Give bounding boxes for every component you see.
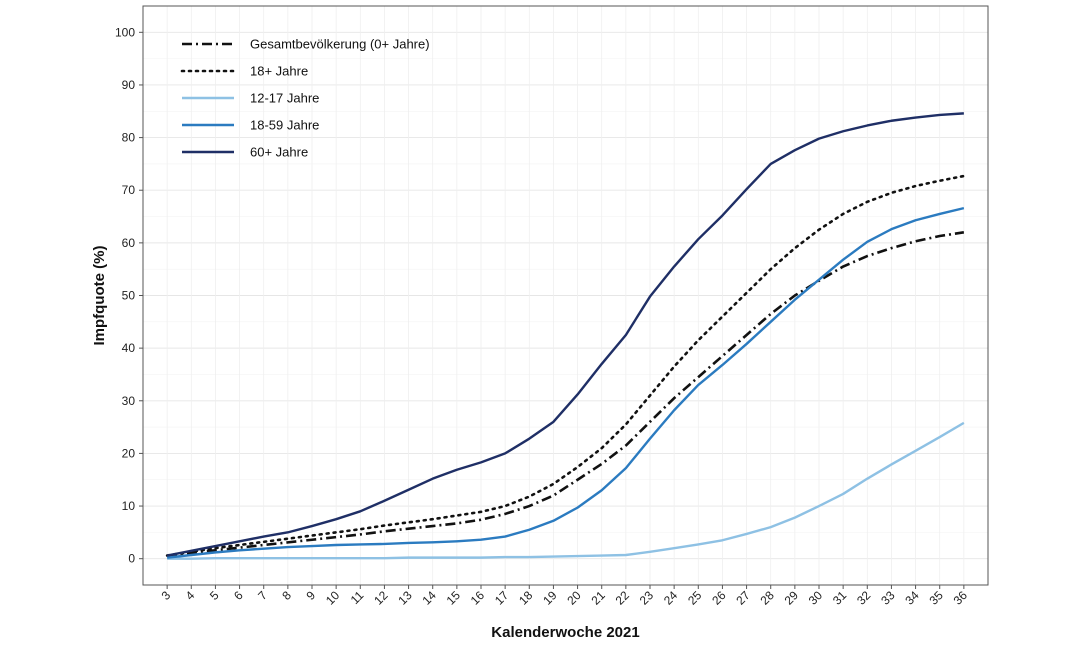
y-tick-label: 100 bbox=[115, 25, 135, 39]
y-tick-label: 80 bbox=[122, 131, 136, 145]
x-tick-label: 6 bbox=[231, 588, 246, 603]
x-tick-label: 23 bbox=[637, 588, 657, 608]
x-tick-label: 5 bbox=[207, 588, 222, 603]
x-tick-label: 31 bbox=[830, 588, 850, 608]
legend-label: 12-17 Jahre bbox=[250, 91, 319, 106]
series-line-4 bbox=[166, 112, 964, 557]
legend-label: Gesamtbevölkerung (0+ Jahre) bbox=[250, 37, 430, 52]
x-tick-label: 16 bbox=[468, 588, 488, 608]
legend-label: 18-59 Jahre bbox=[250, 118, 319, 133]
x-tick-label: 3 bbox=[159, 588, 174, 603]
x-tick-label: 28 bbox=[757, 588, 777, 608]
y-tick-label: 10 bbox=[122, 499, 136, 513]
y-axis: 0 10 20 30 40 50 60 70 80 90 100 bbox=[115, 25, 143, 566]
x-tick-label: 25 bbox=[685, 588, 705, 608]
x-tick-label: 10 bbox=[323, 588, 343, 608]
legend-label: 18+ Jahre bbox=[250, 64, 308, 79]
y-tick-label: 40 bbox=[122, 341, 136, 355]
series-lines bbox=[165, 112, 966, 560]
x-tick-label: 11 bbox=[348, 588, 367, 607]
y-tick-label: 90 bbox=[122, 78, 136, 92]
x-tick-label: 35 bbox=[926, 588, 946, 608]
x-tick-label: 15 bbox=[444, 588, 464, 608]
series-line-1 bbox=[165, 174, 966, 557]
x-tick-label: 29 bbox=[782, 588, 802, 608]
series-line-0 bbox=[166, 231, 965, 558]
x-tick-label: 22 bbox=[613, 588, 633, 608]
x-tick-label: 30 bbox=[806, 588, 826, 608]
legend: Gesamtbevölkerung (0+ Jahre) 18+ Jahre 12-… bbox=[180, 37, 430, 160]
y-tick-label: 0 bbox=[128, 552, 135, 566]
y-tick-label: 60 bbox=[122, 236, 136, 250]
x-tick-label: 33 bbox=[878, 588, 898, 608]
x-tick-label: 27 bbox=[733, 588, 753, 608]
x-tick-label: 34 bbox=[902, 588, 922, 608]
x-tick-label: 8 bbox=[279, 588, 294, 603]
series-line-3 bbox=[167, 206, 965, 559]
legend-label: 60+ Jahre bbox=[250, 145, 308, 160]
x-tick-label: 17 bbox=[492, 588, 512, 608]
y-tick-label: 70 bbox=[122, 183, 136, 197]
y-tick-label: 20 bbox=[122, 446, 136, 460]
x-tick-label: 26 bbox=[709, 588, 729, 608]
x-tick-label: 4 bbox=[183, 588, 198, 603]
x-tick-label: 9 bbox=[303, 588, 318, 603]
x-tick-label: 7 bbox=[255, 588, 270, 603]
x-axis: 3 4 5 6 7 8 9 10 11 12 13 14 15 16 17 18 19 20 21 22 23 24 25 2… bbox=[159, 585, 971, 608]
y-axis-title: Impfquote (%) bbox=[91, 246, 108, 346]
x-axis-title: Kalenderwoche 2021 bbox=[491, 624, 639, 641]
x-tick-label: 19 bbox=[540, 588, 560, 608]
x-tick-label: 13 bbox=[395, 588, 415, 608]
y-tick-label: 30 bbox=[122, 394, 136, 408]
x-tick-label: 12 bbox=[371, 588, 391, 608]
y-tick-label: 50 bbox=[122, 289, 136, 303]
x-tick-label: 20 bbox=[564, 588, 584, 608]
x-tick-label: 32 bbox=[854, 588, 874, 608]
x-tick-label: 21 bbox=[588, 588, 608, 608]
x-tick-label: 18 bbox=[516, 588, 536, 608]
x-tick-label: 24 bbox=[661, 588, 681, 608]
x-tick-label: 36 bbox=[951, 588, 971, 608]
x-tick-label: 14 bbox=[419, 588, 439, 608]
series-line-2 bbox=[167, 421, 965, 560]
grid bbox=[143, 6, 988, 585]
